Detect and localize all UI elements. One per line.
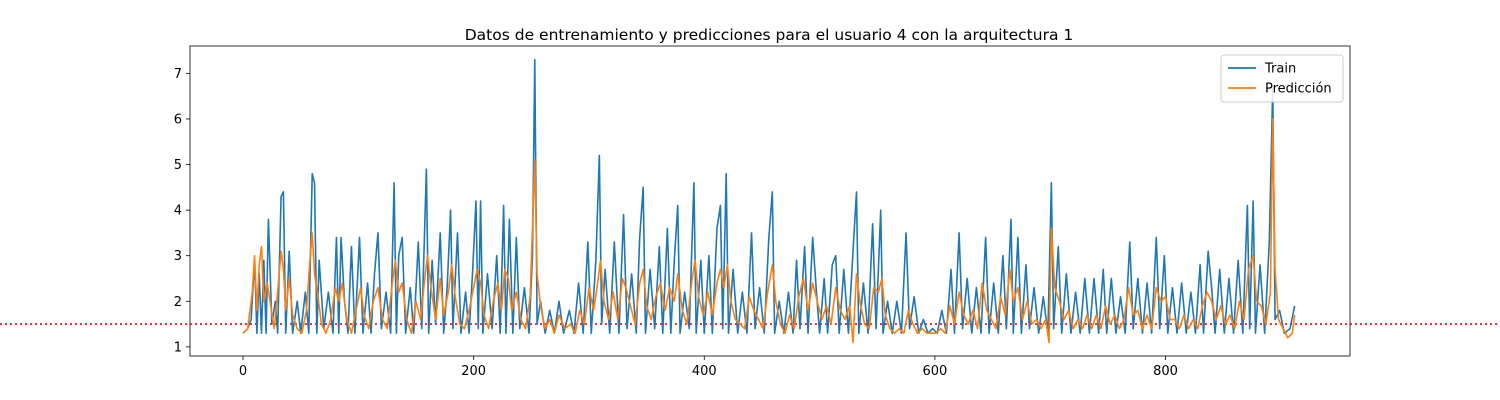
legend-box bbox=[1220, 54, 1344, 103]
y-tick-label: 4 bbox=[174, 204, 182, 219]
legend: Train Predicción bbox=[1220, 54, 1344, 103]
legend-label: Predicción bbox=[1265, 82, 1332, 97]
x-tick-label: 800 bbox=[1153, 364, 1178, 379]
y-tick-label: 1 bbox=[174, 340, 182, 355]
x-tick-label: 600 bbox=[922, 364, 947, 379]
x-tick-label: 200 bbox=[461, 364, 486, 379]
y-tick-label: 6 bbox=[174, 112, 182, 127]
x-tick-label: 0 bbox=[239, 364, 247, 379]
series-line-train bbox=[242, 58, 1296, 335]
series-line-prediccion bbox=[242, 118, 1296, 344]
plot-frame bbox=[189, 45, 1351, 357]
y-tick-label: 5 bbox=[174, 158, 182, 173]
y-tick-label: 7 bbox=[174, 67, 182, 82]
y-tick-label: 3 bbox=[174, 249, 182, 264]
legend-label: Train bbox=[1264, 62, 1296, 77]
axes: 0 200 400 600 800 1 2 3 4 5 6 7 bbox=[174, 45, 1351, 379]
x-tick-label: 400 bbox=[692, 364, 717, 379]
series-lines bbox=[0, 58, 1500, 344]
chart-title: Datos de entrenamiento y predicciones pa… bbox=[465, 26, 1073, 44]
y-tick-label: 2 bbox=[174, 295, 182, 310]
